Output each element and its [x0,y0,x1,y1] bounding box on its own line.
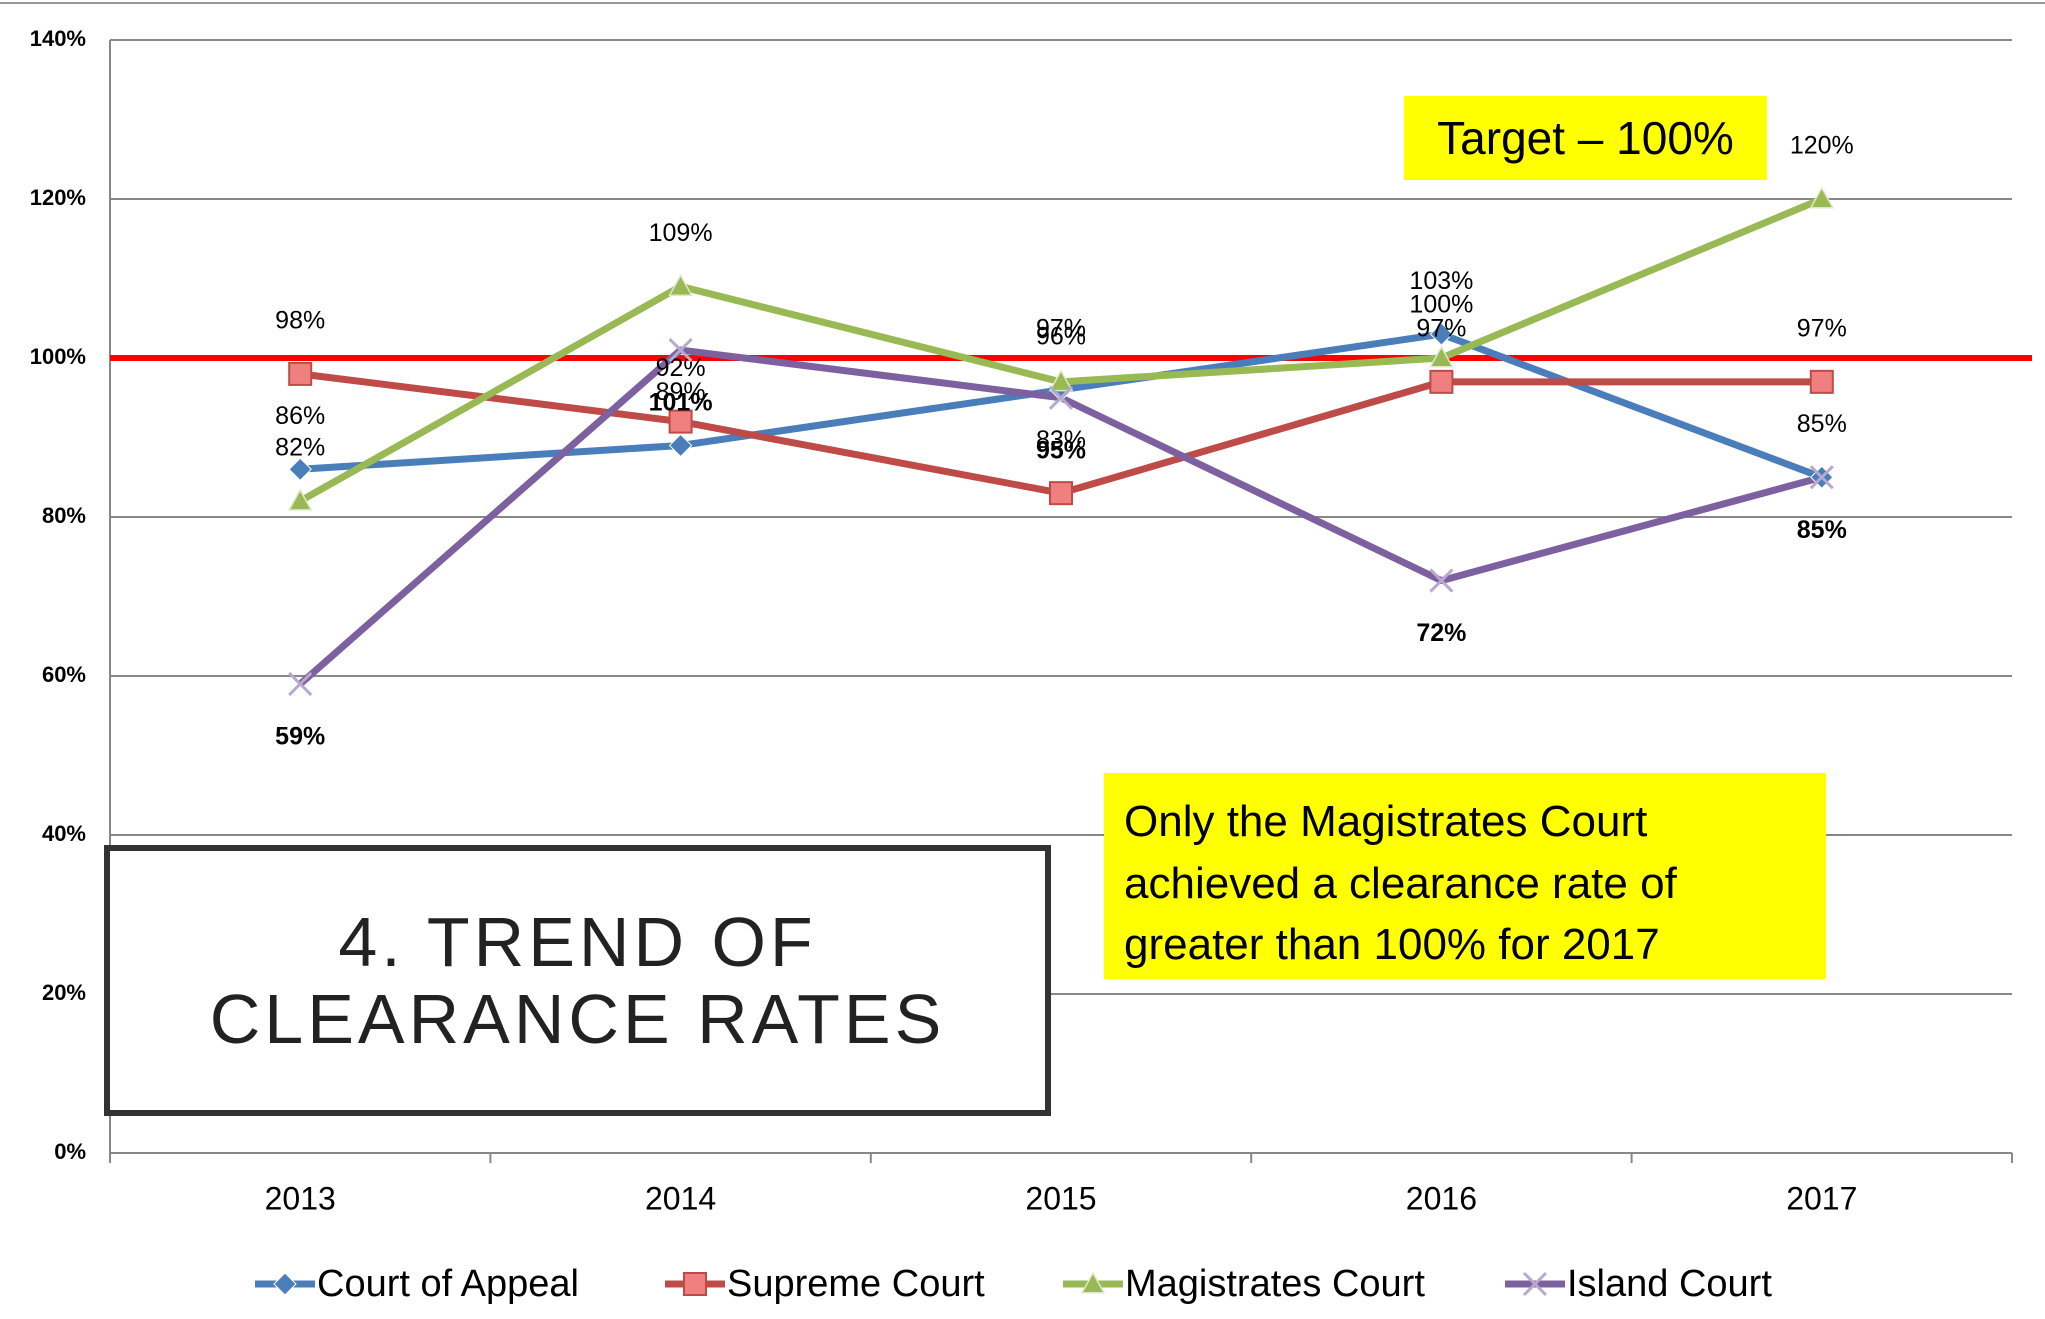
legend-label: Island Court [1567,1263,1772,1305]
y-tick-label: 140% [30,26,86,51]
marker-shape [1049,481,1073,506]
marker-shape [1429,345,1454,368]
marker-shape [1809,369,1834,394]
marker-shape [1809,465,1834,490]
marker [668,433,693,458]
legend-marker [1522,1271,1548,1297]
y-tick-label: 20% [42,980,86,1005]
marker-shape [668,337,693,363]
data-label: 72% [1416,619,1466,647]
marker [1048,385,1074,410]
marker [668,273,693,296]
marker [1429,369,1454,394]
legend-marker [1080,1271,1106,1294]
marker-shape [1048,385,1074,410]
marker [1809,369,1834,394]
data-label: 83% [1036,426,1086,454]
marker-shape [1429,568,1454,593]
legend-label: Supreme Court [727,1263,985,1305]
marker [288,457,312,482]
data-label: 82% [275,434,325,462]
data-label: 97% [1797,314,1847,342]
data-label: 85% [1797,516,1847,544]
data-label: 100% [1409,291,1473,319]
data-label: 96% [1036,322,1086,350]
data-label: 95% [1036,436,1086,464]
legend-marker [683,1272,707,1296]
marker [1429,345,1454,368]
x-tick-label: 2016 [1406,1180,1477,1216]
data-label: 103% [1409,267,1473,295]
marker-shape [668,409,693,434]
marker [1809,186,1835,209]
marker-shape [288,361,313,386]
marker-shape [1522,1271,1548,1297]
chart-title: 4. TREND OF CLEARANCE RATES [104,845,1051,1116]
marker [668,409,693,434]
data-label: 85% [1797,410,1847,438]
marker-shape [683,1272,707,1296]
x-tick-label: 2017 [1786,1180,1857,1216]
data-label: 101% [649,389,713,417]
x-tick-label: 2014 [645,1180,716,1216]
marker [1049,481,1073,506]
legend-marker [273,1272,297,1296]
y-tick-label: 120% [30,185,86,210]
marker-shape [273,1272,297,1296]
data-label: 120% [1790,132,1854,160]
y-tick-label: 80% [42,503,86,528]
y-tick-label: 60% [42,662,86,687]
data-label: 97% [1036,314,1086,342]
marker [668,337,693,363]
data-label: 59% [275,723,325,751]
x-tick-label: 2015 [1025,1180,1096,1216]
marker-shape [288,457,312,482]
data-label: 86% [275,402,325,430]
marker-shape [1809,186,1835,209]
marker-shape [1048,369,1074,392]
marker [1429,322,1454,346]
marker [288,671,313,697]
marker-shape [668,273,693,296]
legend-label: Court of Appeal [317,1263,579,1305]
marker [288,361,313,386]
marker-shape [287,488,313,511]
y-tick-label: 0% [54,1139,86,1164]
marker [1048,369,1074,392]
data-label: 89% [656,378,706,406]
marker [287,488,313,511]
marker [1809,465,1834,490]
note-annotation: Only the Magistrates Court achieved a cl… [1104,773,1826,979]
data-label: 92% [656,354,706,382]
data-label: 98% [275,307,325,335]
x-tick-label: 2013 [265,1180,336,1216]
target-annotation: Target – 100% [1404,96,1767,180]
marker-shape [1429,369,1454,394]
marker-shape [288,671,313,697]
y-tick-label: 100% [30,344,86,369]
y-tick-label: 40% [42,821,86,846]
marker-shape [1080,1271,1106,1294]
data-label: 97% [1416,314,1466,342]
marker-shape [1429,322,1454,346]
data-label: 109% [649,219,713,247]
marker [1429,568,1454,593]
marker-shape [668,433,693,458]
legend-label: Magistrates Court [1125,1263,1425,1305]
